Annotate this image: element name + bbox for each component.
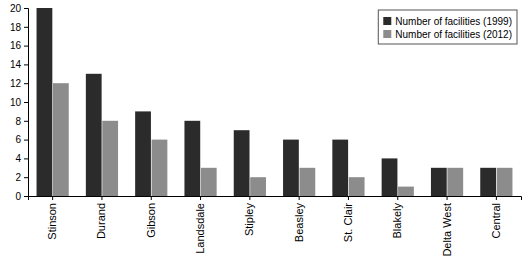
bar bbox=[497, 168, 513, 196]
y-tick-label: 14 bbox=[10, 59, 22, 70]
y-tick-mark bbox=[24, 64, 28, 65]
bar bbox=[332, 140, 348, 196]
x-tick-mark bbox=[151, 196, 152, 200]
y-tick: 4 bbox=[15, 153, 28, 164]
legend-label: Number of facilities (1999) bbox=[395, 16, 512, 27]
bars bbox=[37, 8, 513, 196]
legend-swatch bbox=[383, 17, 391, 25]
bar bbox=[250, 177, 266, 196]
x-tick-mark bbox=[348, 196, 349, 200]
x-tick-mark bbox=[299, 196, 300, 200]
bar bbox=[234, 130, 250, 196]
legend-swatch bbox=[383, 30, 391, 38]
y-tick-mark bbox=[24, 27, 28, 28]
x-tick-mark bbox=[397, 196, 398, 200]
x-tick-label: Blakely bbox=[391, 203, 403, 239]
bar bbox=[299, 168, 315, 196]
x-axis-line bbox=[29, 197, 522, 201]
x-tick-mark bbox=[447, 196, 448, 200]
bar bbox=[283, 140, 299, 196]
bar bbox=[135, 111, 151, 196]
x-tick-mark bbox=[496, 196, 497, 200]
y-tick: 12 bbox=[10, 78, 28, 89]
bar bbox=[184, 121, 200, 196]
y-tick-label: 20 bbox=[10, 3, 22, 14]
x-tick: Gibson bbox=[145, 196, 157, 238]
x-tick-mark bbox=[200, 196, 201, 200]
chart: 0 2 4 6 8 10 12 14 16 18 20 Stinson Durand Gibson Land… bbox=[0, 0, 531, 270]
y-tick-mark bbox=[24, 140, 28, 141]
bar bbox=[201, 168, 217, 196]
y-tick-mark bbox=[24, 121, 28, 122]
bar bbox=[86, 74, 102, 196]
legend-label: Number of facilities (2012) bbox=[395, 29, 512, 40]
bar bbox=[480, 168, 496, 196]
x-tick-label: Landsdale bbox=[194, 203, 206, 254]
bar bbox=[349, 177, 365, 196]
x-tick: St. Clair bbox=[342, 196, 354, 242]
y-tick-mark bbox=[24, 158, 28, 159]
y-tick-label: 4 bbox=[15, 153, 21, 164]
x-tick-mark bbox=[52, 196, 53, 200]
x-tick: Stipley bbox=[243, 196, 255, 236]
y-tick-mark bbox=[24, 83, 28, 84]
y-tick-label: 6 bbox=[15, 134, 21, 145]
y-tick: 8 bbox=[15, 116, 28, 127]
bar-series bbox=[53, 83, 512, 196]
x-axis: Stinson Durand Gibson Landsdale Stipley Beasl… bbox=[29, 196, 522, 257]
y-tick: 20 bbox=[10, 3, 28, 14]
y-tick-mark bbox=[24, 46, 28, 47]
x-tick-label: Beasley bbox=[293, 203, 305, 243]
bar bbox=[102, 121, 118, 196]
bar bbox=[53, 83, 69, 196]
y-tick-label: 16 bbox=[10, 40, 22, 51]
x-tick: Landsdale bbox=[194, 196, 206, 254]
x-tick-label: Stinson bbox=[46, 203, 58, 240]
y-tick: 2 bbox=[15, 172, 28, 183]
y-tick-label: 2 bbox=[15, 172, 21, 183]
legend: Number of facilities (1999) Number of fac… bbox=[378, 10, 517, 44]
x-tick: Central bbox=[490, 196, 502, 238]
bar bbox=[37, 8, 53, 196]
y-tick-label: 0 bbox=[15, 191, 21, 202]
x-tick-label: St. Clair bbox=[342, 203, 354, 242]
bar bbox=[398, 187, 414, 196]
x-tick: Beasley bbox=[293, 196, 305, 242]
y-tick-label: 18 bbox=[10, 22, 22, 33]
y-tick-mark bbox=[24, 8, 28, 9]
x-tick: Delta West bbox=[441, 196, 453, 257]
x-tick-label: Gibson bbox=[145, 203, 157, 238]
y-tick-mark bbox=[24, 102, 28, 103]
y-tick: 0 bbox=[15, 191, 28, 202]
x-tick-label: Durand bbox=[95, 203, 107, 239]
y-tick: 14 bbox=[10, 59, 28, 70]
y-tick-label: 8 bbox=[15, 116, 21, 127]
bar bbox=[152, 140, 168, 196]
y-tick: 16 bbox=[10, 40, 28, 51]
y-tick: 10 bbox=[10, 97, 28, 108]
x-tick: Durand bbox=[95, 196, 107, 239]
y-tick-mark bbox=[24, 177, 28, 178]
bar bbox=[382, 158, 398, 196]
plot: 0 2 4 6 8 10 12 14 16 18 20 Stinson Durand Gibson Land… bbox=[10, 3, 522, 257]
x-tick-mark bbox=[249, 196, 250, 200]
x-tick: Blakely bbox=[391, 196, 403, 238]
bar bbox=[431, 168, 447, 196]
y-axis-line bbox=[24, 9, 29, 197]
x-tick: Stinson bbox=[46, 196, 58, 240]
bar bbox=[447, 168, 463, 196]
x-tick-label: Delta West bbox=[441, 203, 453, 257]
y-tick-mark bbox=[24, 196, 28, 197]
x-tick-label: Stipley bbox=[243, 203, 255, 237]
y-tick-label: 10 bbox=[10, 97, 22, 108]
y-tick: 6 bbox=[15, 134, 28, 145]
y-tick: 18 bbox=[10, 22, 28, 33]
x-tick-label: Central bbox=[490, 203, 502, 238]
y-axis: 0 2 4 6 8 10 12 14 16 18 20 bbox=[10, 3, 29, 202]
y-tick-label: 12 bbox=[10, 78, 22, 89]
x-tick-mark bbox=[101, 196, 102, 200]
legend-box bbox=[378, 10, 517, 44]
